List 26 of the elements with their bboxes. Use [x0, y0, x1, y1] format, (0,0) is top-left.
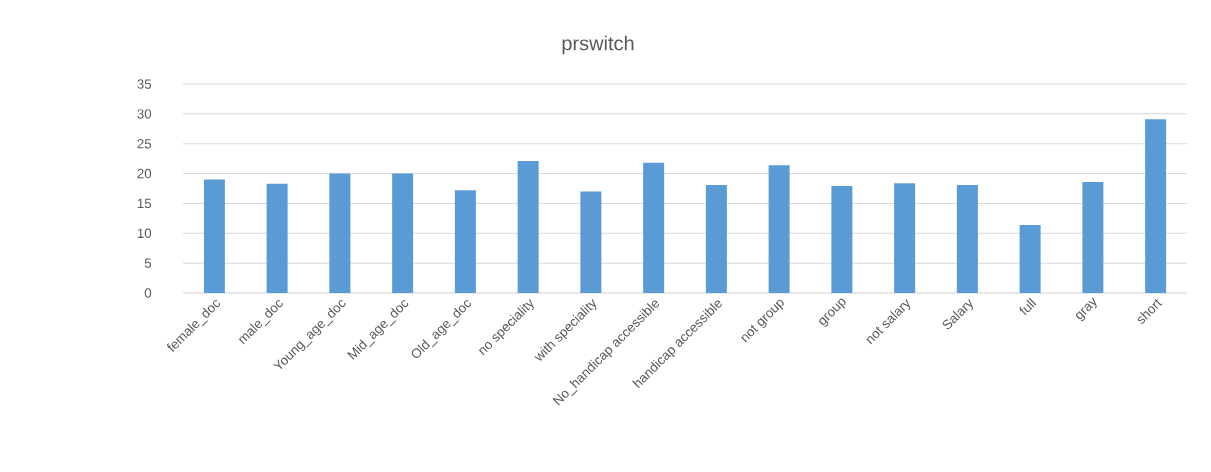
bar — [768, 165, 790, 293]
bar — [266, 183, 288, 293]
bar — [643, 162, 665, 293]
bar — [1082, 181, 1104, 293]
bar — [392, 173, 414, 293]
y-tick-label: 5 — [144, 258, 152, 268]
y-tick-label: 30 — [137, 109, 152, 119]
y-tick-label: 35 — [137, 79, 152, 89]
bar — [705, 184, 727, 293]
bar — [517, 161, 539, 293]
bar — [329, 173, 351, 293]
bar — [203, 179, 225, 293]
bar — [454, 190, 476, 293]
y-tick-label: 10 — [137, 228, 152, 238]
x-tick-label: full — [1019, 297, 1037, 316]
y-tick-label: 0 — [144, 288, 152, 298]
chart-title: prswitch — [562, 35, 634, 55]
bar — [894, 183, 916, 293]
bar — [831, 186, 853, 293]
y-tick-label: 15 — [137, 198, 152, 209]
bar — [956, 184, 978, 293]
bar — [1145, 119, 1167, 293]
y-tick-label: 20 — [137, 168, 152, 179]
bar — [580, 191, 602, 293]
y-tick-label: 25 — [137, 139, 152, 149]
bar — [1019, 224, 1041, 293]
